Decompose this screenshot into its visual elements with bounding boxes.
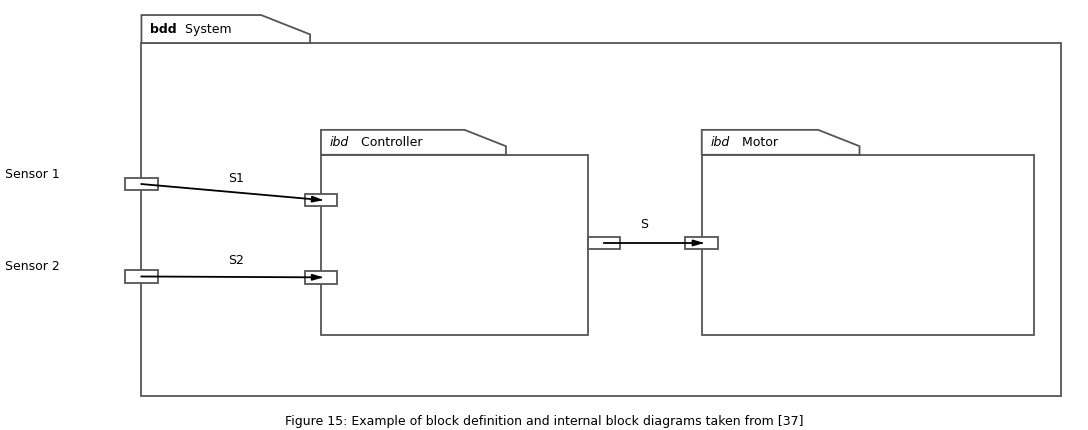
Text: Motor: Motor	[738, 136, 778, 149]
Text: Sensor 1: Sensor 1	[5, 168, 60, 181]
Text: Figure 15: Example of block definition and internal block diagrams taken from [3: Figure 15: Example of block definition a…	[285, 415, 803, 428]
Bar	[305, 194, 337, 206]
Text: ibd: ibd	[330, 136, 349, 149]
Polygon shape	[321, 130, 506, 155]
Bar	[141, 43, 1061, 396]
Text: S: S	[640, 218, 647, 231]
Polygon shape	[692, 240, 702, 246]
Bar	[685, 237, 718, 249]
Text: bdd: bdd	[150, 22, 176, 36]
Text: S1: S1	[228, 172, 245, 185]
Bar	[321, 155, 588, 335]
Text: Controller: Controller	[357, 136, 422, 149]
Polygon shape	[141, 15, 310, 43]
Bar	[588, 237, 620, 249]
Bar	[702, 155, 1034, 335]
Text: System: System	[181, 22, 232, 36]
Bar	[125, 270, 158, 283]
Text: Sensor 2: Sensor 2	[5, 260, 60, 273]
Polygon shape	[702, 130, 860, 155]
Text: S2: S2	[228, 254, 245, 267]
Polygon shape	[311, 274, 321, 280]
Text: ibd: ibd	[710, 136, 730, 149]
Bar	[305, 271, 337, 284]
Polygon shape	[311, 197, 321, 202]
Bar	[125, 178, 158, 190]
